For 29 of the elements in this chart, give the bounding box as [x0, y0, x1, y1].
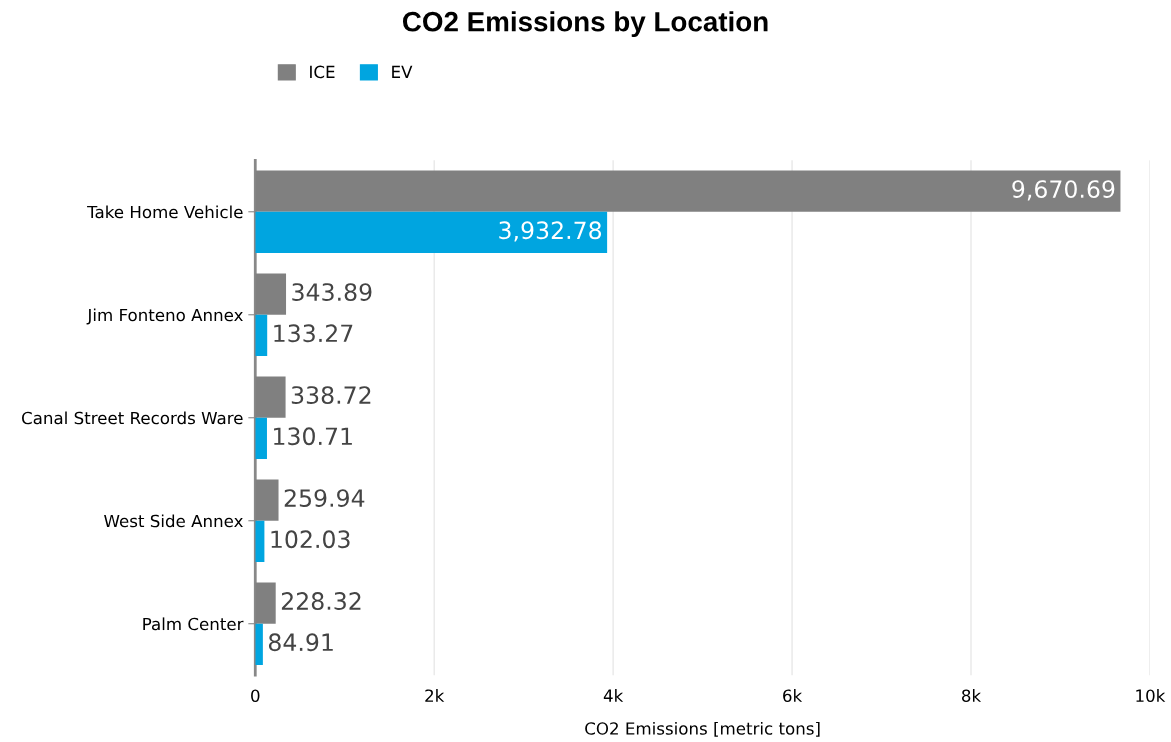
chart-title: CO2 Emissions by Location — [402, 11, 768, 38]
x-tick-label: 4k — [603, 689, 624, 702]
bar — [255, 623, 263, 665]
bar — [255, 314, 268, 356]
data-label: 343.89 — [292, 283, 372, 302]
data-label: 133.27 — [274, 324, 353, 343]
y-tick-label: Palm Center — [143, 617, 244, 631]
data-label: 130.71 — [274, 427, 352, 446]
bar — [255, 417, 267, 459]
legend-label: EV — [392, 65, 413, 78]
y-tick-label: Jim Fonteno Annex — [86, 308, 243, 325]
x-tick-label: 6k — [783, 689, 803, 703]
data-label: 3,932.78 — [499, 221, 602, 242]
x-axis-title: CO2 Emissions [metric tons] — [585, 721, 820, 737]
data-label: 259.94 — [284, 489, 365, 507]
data-label: 9,670.69 — [1012, 180, 1115, 201]
data-label: 84.91 — [268, 633, 333, 652]
x-tick-label: 0 — [251, 689, 260, 703]
bar — [255, 211, 608, 253]
x-tick-label: 2k — [425, 689, 445, 702]
y-tick-label: Take Home Vehicle — [87, 205, 243, 219]
data-label: 228.32 — [281, 592, 361, 610]
y-tick-label: West Side Annex — [104, 514, 243, 528]
x-tick-label: 8k — [962, 689, 982, 703]
data-label: 338.72 — [291, 386, 371, 404]
x-tick-label: 10k — [1136, 689, 1166, 703]
data-label: 102.03 — [271, 530, 350, 549]
legend-label: ICE — [310, 65, 335, 79]
y-tick-label: Canal Street Records Ware — [21, 411, 243, 425]
